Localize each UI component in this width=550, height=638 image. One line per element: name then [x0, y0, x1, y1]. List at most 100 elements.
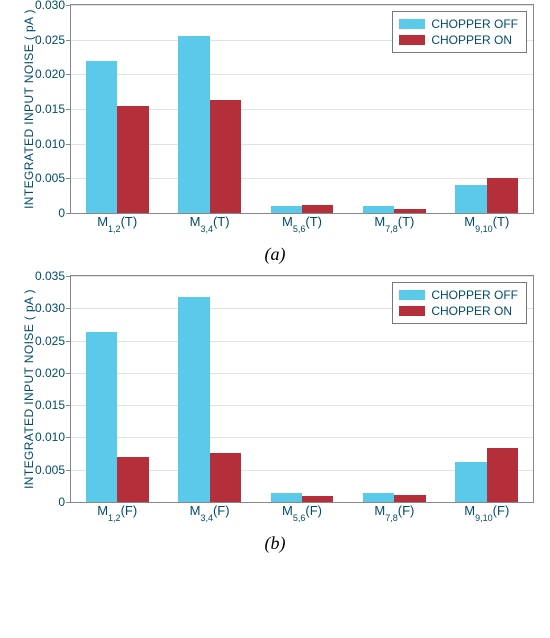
- xtick-suffix: (T): [121, 214, 138, 229]
- legend-label-off: CHOPPER OFF: [431, 287, 518, 303]
- gridline: [71, 5, 533, 6]
- ytick-label: 0.005: [35, 171, 71, 185]
- gridline: [71, 437, 533, 438]
- xtick-label: M5,6(F): [282, 502, 322, 521]
- bar-chopper-off: [178, 36, 209, 213]
- xtick-main: M: [97, 503, 108, 518]
- xtick-sub: 5,6: [293, 513, 306, 523]
- ytick-label: 0: [58, 206, 71, 220]
- panel-caption: (a): [6, 244, 544, 265]
- xtick-main: M: [190, 503, 201, 518]
- plot-frame-a: INTEGRATED INPUT NOISE ( pA )00.0050.010…: [70, 4, 534, 214]
- legend-row-on: CHOPPER ON: [399, 32, 518, 48]
- xtick-sub: 3,4: [200, 224, 213, 234]
- gridline: [71, 74, 533, 75]
- xtick-sub: 9,10: [475, 224, 493, 234]
- ytick-label: 0.015: [35, 102, 71, 116]
- xtick-label: M1,2(T): [97, 213, 137, 232]
- legend-swatch-off: [399, 290, 425, 300]
- ytick-label: 0.025: [35, 33, 71, 47]
- legend-label-on: CHOPPER ON: [431, 303, 512, 319]
- bar-chopper-on: [302, 205, 333, 213]
- xtick-main: M: [464, 503, 475, 518]
- bar-chopper-off: [86, 332, 117, 502]
- xtick-suffix: (F): [121, 503, 138, 518]
- legend-row-on: CHOPPER ON: [399, 303, 518, 319]
- xtick-suffix: (F): [305, 503, 322, 518]
- gridline: [71, 405, 533, 406]
- bar-chopper-on: [210, 453, 241, 502]
- bar-chopper-off: [363, 206, 394, 213]
- bar-chopper-off: [178, 297, 209, 502]
- legend-row-off: CHOPPER OFF: [399, 287, 518, 303]
- ytick-label: 0.020: [35, 366, 71, 380]
- ytick-label: 0.035: [35, 269, 71, 283]
- xtick-main: M: [282, 214, 293, 229]
- gridline: [71, 341, 533, 342]
- xtick-suffix: (T): [305, 214, 322, 229]
- xtick-sub: 1,2: [108, 513, 121, 523]
- xtick-label: M9,10(F): [464, 502, 509, 521]
- xtick-label: M5,6(T): [282, 213, 322, 232]
- gridline: [71, 276, 533, 277]
- xtick-label: M3,4(F): [190, 502, 230, 521]
- xtick-main: M: [464, 214, 475, 229]
- xtick-label: M3,4(T): [190, 213, 230, 232]
- xtick-suffix: (T): [213, 214, 230, 229]
- xtick-sub: 7,8: [385, 513, 398, 523]
- bar-chopper-on: [487, 448, 518, 502]
- bar-chopper-off: [455, 185, 486, 213]
- xtick-label: M7,8(F): [374, 502, 414, 521]
- gridline: [71, 373, 533, 374]
- legend: CHOPPER OFFCHOPPER ON: [392, 282, 527, 324]
- panel-caption: (b): [6, 533, 544, 554]
- ytick-label: 0.030: [35, 0, 71, 12]
- panel-b: INTEGRATED INPUT NOISE ( pA ) 0 0.005 0.010…: [6, 275, 544, 554]
- xtick-sub: 3,4: [200, 513, 213, 523]
- bar-chopper-off: [455, 462, 486, 502]
- plot-frame-b: INTEGRATED INPUT NOISE ( pA )00.0050.010…: [70, 275, 534, 503]
- xtick-suffix: (F): [398, 503, 415, 518]
- xtick-label: M7,8(T): [374, 213, 414, 232]
- xtick-suffix: (F): [213, 503, 230, 518]
- xtick-label: M9,10(T): [464, 213, 509, 232]
- bar-chopper-on: [487, 178, 518, 213]
- panels-container: INTEGRATED INPUT NOISE ( pA ) 0 0.005 0.010…: [6, 4, 544, 554]
- bar-chopper-on: [210, 100, 241, 213]
- xtick-sub: 5,6: [293, 224, 306, 234]
- legend: CHOPPER OFFCHOPPER ON: [392, 11, 527, 53]
- ytick-label: 0.010: [35, 430, 71, 444]
- legend-label-on: CHOPPER ON: [431, 32, 512, 48]
- y-axis-label: INTEGRATED INPUT NOISE ( pA ): [22, 289, 36, 489]
- ytick-label: 0.015: [35, 398, 71, 412]
- panel-a: INTEGRATED INPUT NOISE ( pA ) 0 0.005 0.010…: [6, 4, 544, 265]
- y-axis-label: INTEGRATED INPUT NOISE ( pA ): [22, 9, 36, 209]
- bar-chopper-on: [117, 457, 148, 502]
- legend-swatch-on: [399, 306, 425, 316]
- legend-label-off: CHOPPER OFF: [431, 16, 518, 32]
- xtick-main: M: [190, 214, 201, 229]
- xtick-main: M: [374, 503, 385, 518]
- xtick-suffix: (T): [398, 214, 415, 229]
- figure-root: INTEGRATED INPUT NOISE ( pA ) 0 0.005 0.010…: [0, 0, 550, 554]
- xtick-sub: 7,8: [385, 224, 398, 234]
- xtick-sub: 9,10: [475, 513, 493, 523]
- xtick-main: M: [282, 503, 293, 518]
- bar-chopper-off: [271, 206, 302, 213]
- ytick-label: 0.025: [35, 334, 71, 348]
- bar-chopper-on: [117, 106, 148, 213]
- legend-swatch-on: [399, 35, 425, 45]
- xtick-sub: 1,2: [108, 224, 121, 234]
- ytick-label: 0.010: [35, 137, 71, 151]
- xtick-label: M1,2(F): [97, 502, 137, 521]
- bar-chopper-on: [394, 495, 425, 502]
- legend-swatch-off: [399, 19, 425, 29]
- legend-row-off: CHOPPER OFF: [399, 16, 518, 32]
- bar-chopper-off: [363, 493, 394, 502]
- ytick-label: 0.005: [35, 463, 71, 477]
- ytick-label: 0.020: [35, 67, 71, 81]
- xtick-main: M: [374, 214, 385, 229]
- ytick-label: 0.030: [35, 301, 71, 315]
- xtick-suffix: (T): [493, 214, 510, 229]
- ytick-label: 0: [58, 495, 71, 509]
